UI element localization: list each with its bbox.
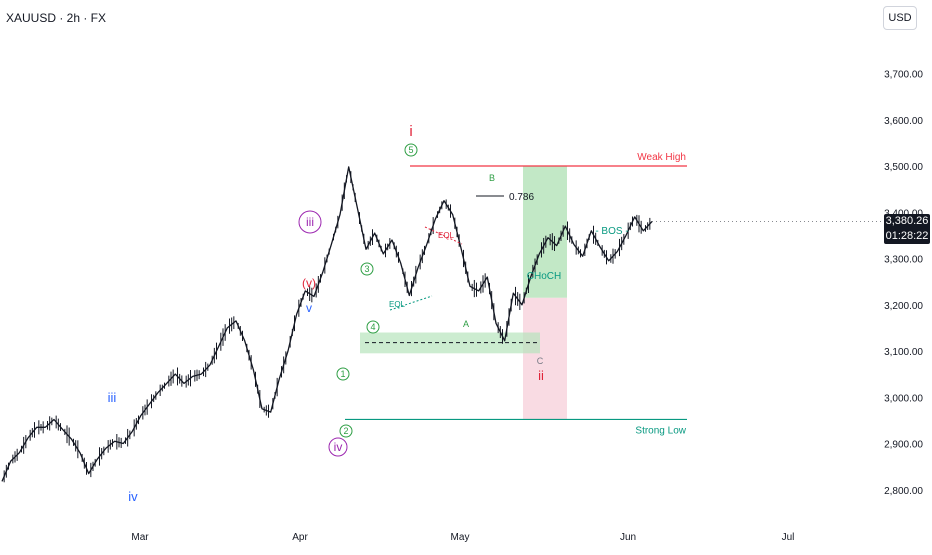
annotation-label: EQL <box>389 300 406 309</box>
wave-label: 1 <box>340 369 345 379</box>
wave-circle <box>404 143 418 157</box>
wave-circle <box>336 367 350 381</box>
x-tick-label: Apr <box>292 532 308 543</box>
annotation-label: A <box>463 319 469 329</box>
wave-circle <box>328 437 348 457</box>
wave-label: 3 <box>364 264 369 274</box>
x-tick-label: Jun <box>620 532 636 543</box>
y-tick-label: 3,700.00 <box>884 70 923 81</box>
currency-button[interactable]: USD <box>883 6 917 30</box>
x-tick-label: May <box>451 532 470 543</box>
wave-label: iv <box>334 440 343 454</box>
y-tick-label: 2,900.00 <box>884 440 923 451</box>
eql-line-red <box>424 226 463 245</box>
level-label: Weak High <box>637 152 686 163</box>
level-label: Strong Low <box>635 425 686 436</box>
symbol-title: XAUUSD · 2h · FX <box>6 11 107 25</box>
annotation-label: CHoCH <box>527 271 561 282</box>
wave-label: v <box>306 301 312 315</box>
current-price-badge: 3,380.26 01:28:22 <box>884 214 930 244</box>
y-tick-label: 2,800.00 <box>884 486 923 497</box>
wave-label: (v) <box>302 276 316 290</box>
wave-label: 4 <box>370 322 375 332</box>
y-tick-label: 3,300.00 <box>884 255 923 266</box>
wave-label: ii <box>538 368 544 383</box>
wave-circle <box>298 210 322 234</box>
green-zone <box>523 166 567 298</box>
eql-line-green <box>389 295 433 311</box>
wave-label: 2 <box>343 426 348 436</box>
wave-circle <box>339 424 353 438</box>
y-tick-label: 3,200.00 <box>884 301 923 312</box>
y-tick-label: 3,600.00 <box>884 116 923 127</box>
current-price: 3,380.26 <box>885 215 929 227</box>
y-tick-label: 3,400.00 <box>884 208 923 219</box>
y-tick-label: 3,100.00 <box>884 347 923 358</box>
y-tick-label: 3,500.00 <box>884 162 923 173</box>
annotation-label: B <box>489 173 495 183</box>
annotation-label: C <box>537 356 544 366</box>
x-tick-label: Jul <box>782 532 795 543</box>
wave-label: 5 <box>408 145 413 155</box>
pink-zone <box>523 297 567 420</box>
bar-countdown: 01:28:22 <box>885 230 929 242</box>
wave-label: iv <box>128 489 138 504</box>
annotation-label: - BOS - <box>595 226 628 237</box>
y-tick-label: 3,000.00 <box>884 393 923 404</box>
wave-circle <box>360 262 374 276</box>
annotation-label: EQL <box>438 231 455 240</box>
wave-label: iii <box>108 390 117 405</box>
wave-label: iii <box>306 215 314 229</box>
annotation-label: 0.786 <box>509 192 534 203</box>
wave-circle <box>366 320 380 334</box>
x-tick-label: Mar <box>131 532 149 543</box>
wave-label: i <box>409 123 412 140</box>
